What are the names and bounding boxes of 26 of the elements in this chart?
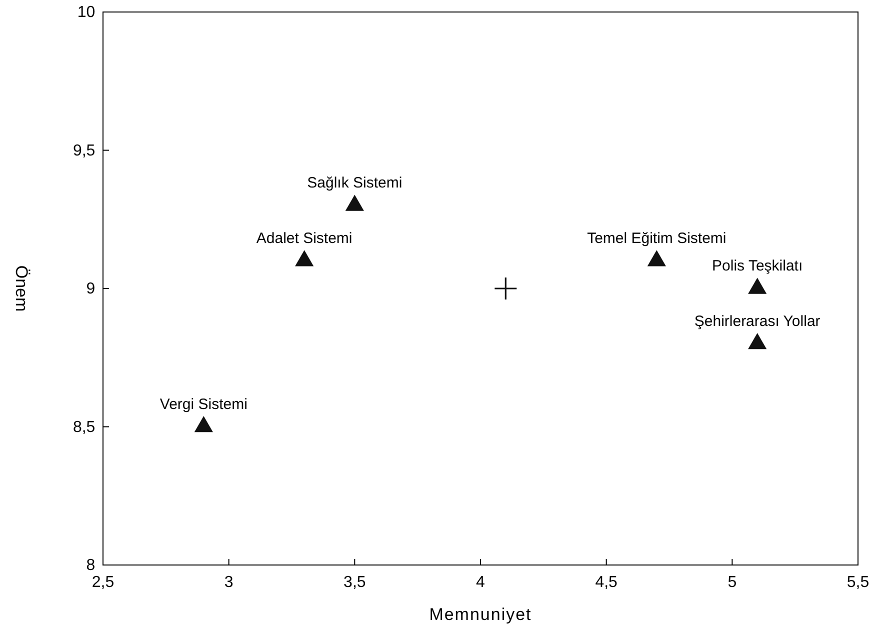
x-tick-label: 5,5 xyxy=(846,574,870,592)
y-tick-label: 8 xyxy=(86,557,96,574)
y-tick-label: 10 xyxy=(77,4,96,22)
point xyxy=(748,278,767,294)
x-tick-label: 3 xyxy=(224,574,234,592)
annotation: Vergi Sistemi xyxy=(160,396,248,413)
y-tick-label: 9,5 xyxy=(72,142,96,160)
x-tick-label: 3,5 xyxy=(344,574,366,592)
point xyxy=(647,250,666,266)
point xyxy=(194,416,213,432)
x-tick-label: 4,5 xyxy=(595,574,618,592)
y-tick-label: 8,5 xyxy=(72,418,96,436)
point xyxy=(748,333,767,350)
x-tick-label: 4 xyxy=(476,574,486,592)
y-tick-label: 9 xyxy=(86,280,96,298)
annotation: Adalet Sistemi xyxy=(256,230,352,247)
point xyxy=(345,194,364,211)
x-tick-label: 5 xyxy=(728,574,737,592)
y-axis-title: Önem xyxy=(12,265,31,312)
x-axis-title: Memnuniyet xyxy=(429,605,532,624)
annotation: Sağlık Sistemi xyxy=(307,174,402,192)
x-tick-label: 2,5 xyxy=(92,574,114,592)
annotation: Polis Teşkilatı xyxy=(712,258,803,274)
annotation: Şehirlerarası Yollar xyxy=(694,312,820,330)
annotation: Temel Eğitim Sistemi xyxy=(587,230,726,247)
point xyxy=(295,250,314,266)
